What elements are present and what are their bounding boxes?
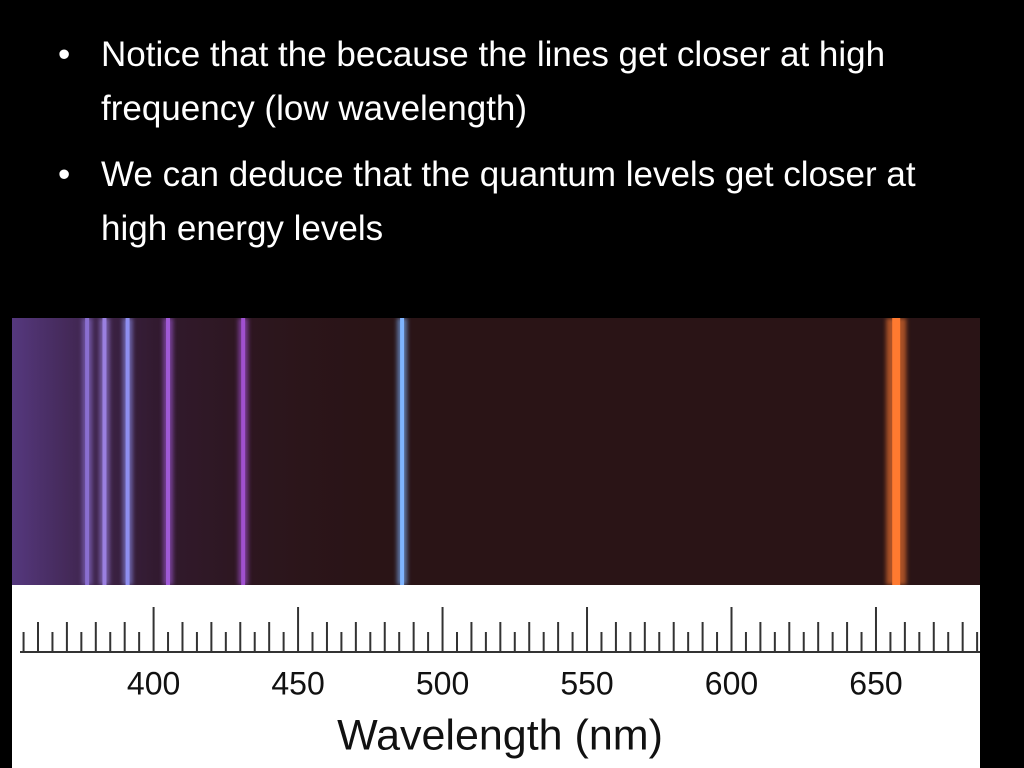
x-tick-label: 450	[271, 665, 324, 701]
spectral-line	[892, 318, 901, 585]
bullet: We can deduce that the quantum levels ge…	[58, 148, 958, 256]
spectral-line	[102, 318, 107, 585]
spectrum-haze	[12, 318, 980, 585]
spectral-line	[400, 318, 405, 585]
spectral-line	[241, 318, 246, 585]
x-tick-label: 650	[849, 665, 902, 701]
x-tick-label: 400	[127, 665, 180, 701]
spectral-line	[125, 318, 130, 585]
x-tick-label: 600	[705, 665, 758, 701]
x-axis-label: Wavelength (nm)	[337, 711, 663, 759]
bullet: Notice that the because the lines get cl…	[58, 28, 958, 136]
axis-panel	[12, 585, 980, 768]
spectral-line	[85, 318, 90, 585]
x-tick-label: 550	[560, 665, 613, 701]
bullet-list: Notice that the because the lines get cl…	[58, 28, 958, 268]
spectral-line	[166, 318, 171, 585]
x-tick-label: 500	[416, 665, 469, 701]
